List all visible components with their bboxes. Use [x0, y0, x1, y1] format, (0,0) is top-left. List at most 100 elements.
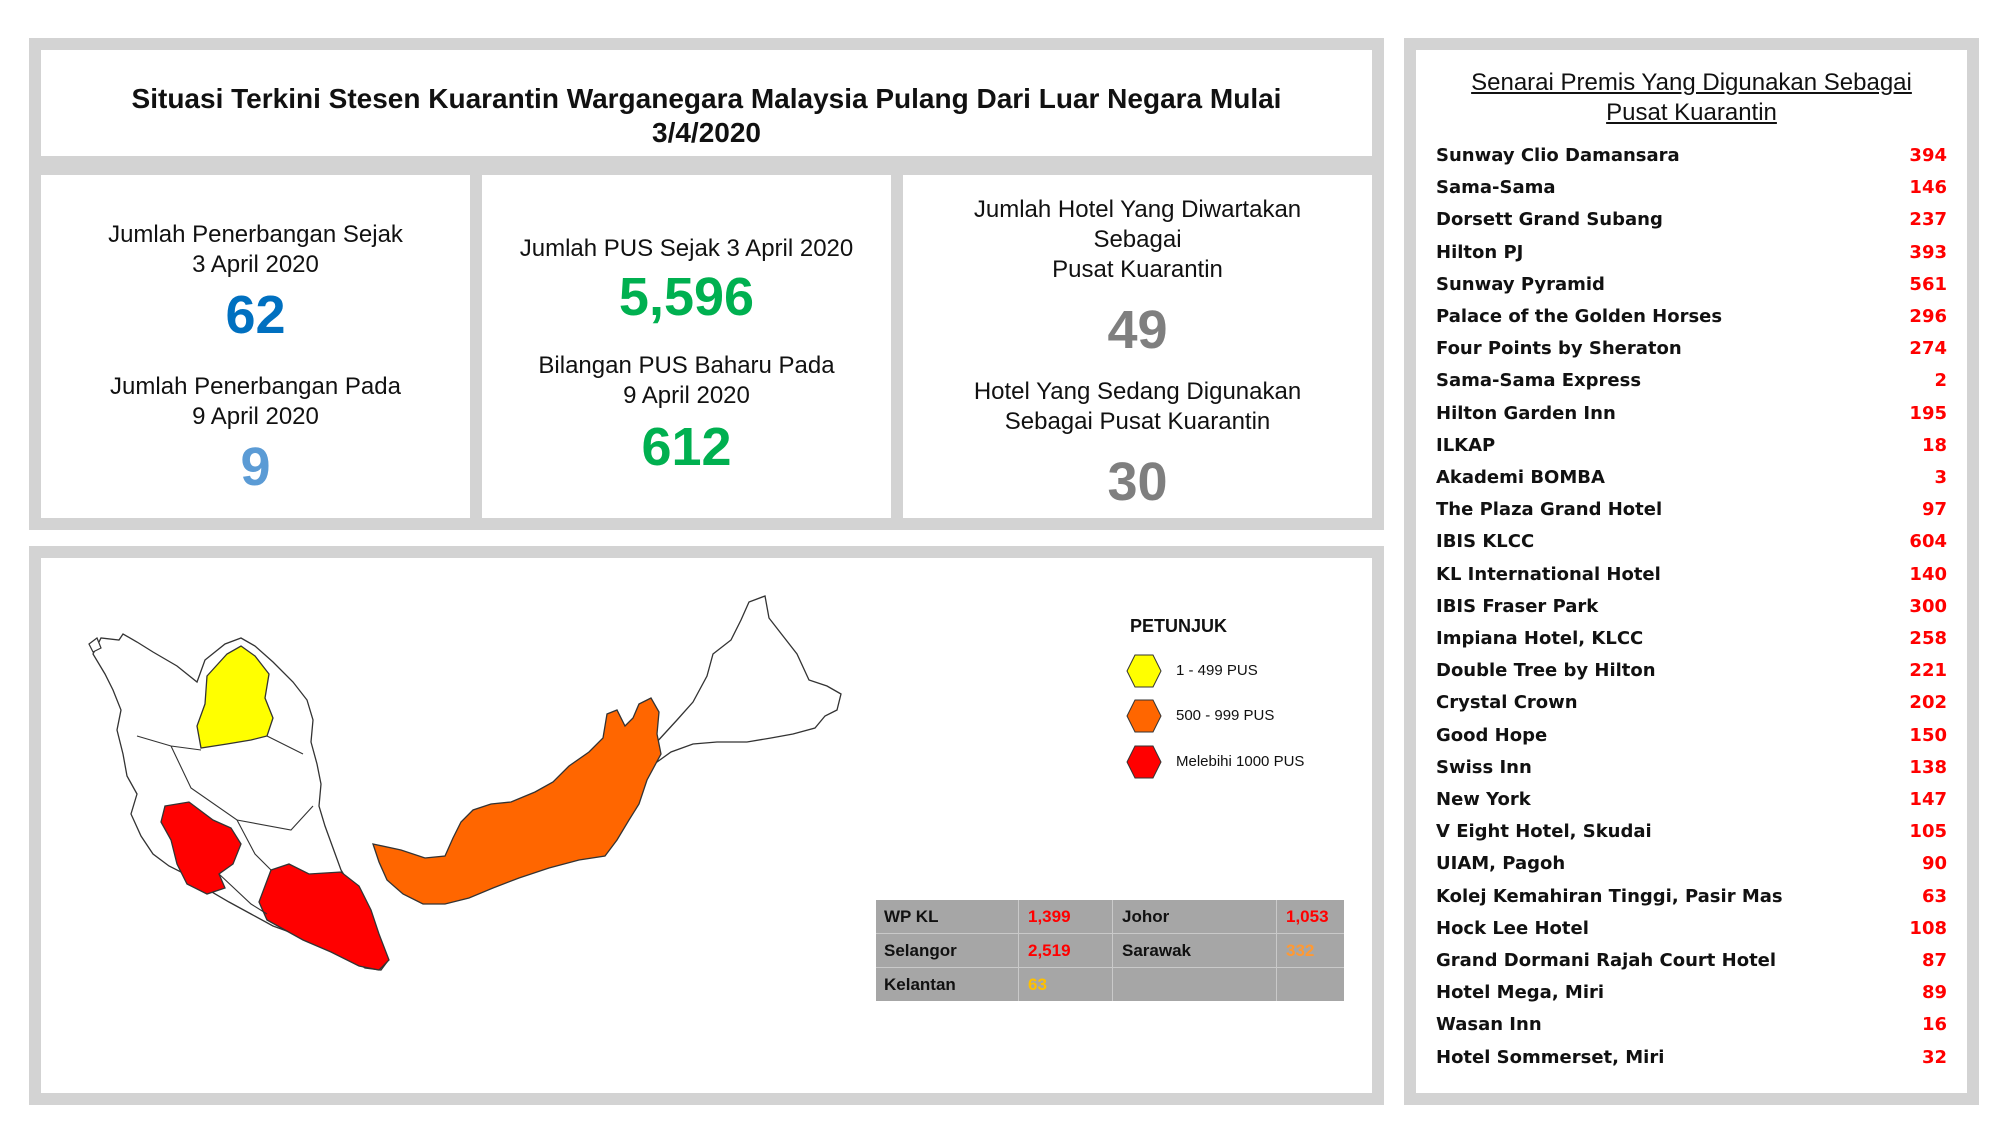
new-pus-label-line1: Bilangan PUS Baharu Pada	[538, 352, 835, 379]
johor-region	[258, 863, 390, 971]
daily-flights-value: 9	[240, 437, 271, 497]
list-item: IBIS Fraser Park 300	[1436, 596, 1947, 628]
premises-list-panel: Senarai Premis Yang Digunakan Sebagai Pu…	[1404, 38, 1979, 1105]
table-state-wpkl: WP KL	[884, 907, 939, 926]
premise-name: Impiana Hotel, KLCC	[1436, 628, 1644, 649]
premise-name: IBIS Fraser Park	[1436, 595, 1599, 617]
gazetted-hotels-label: Jumlah Hotel Yang Diwartakan Sebagai Pus…	[903, 195, 1372, 285]
premise-name: Swiss Inn	[1436, 756, 1532, 778]
list-item: Impiana Hotel, KLCC 258	[1436, 628, 1947, 660]
premise-name: Hotel Mega, Miri	[1436, 982, 1605, 1004]
table-state-selangor: Selangor	[884, 941, 957, 960]
table-state-sarawak: Sarawak	[1122, 941, 1191, 960]
premise-count: 237	[1909, 209, 1947, 231]
premise-name: Sama-Sama Express	[1436, 370, 1642, 392]
premise-count: 195	[1909, 402, 1947, 424]
list-item: Wasan Inn 16	[1436, 1014, 1947, 1046]
premise-name: Sama-Sama	[1436, 177, 1556, 199]
premise-count: 296	[1909, 306, 1947, 327]
premises-list-title-line1: Senarai Premis Yang Digunakan Sebagai	[1471, 69, 1912, 96]
total-flights-label-line2: 3 April 2020	[192, 251, 319, 278]
total-flights-value: 62	[225, 285, 286, 345]
list-item: UIAM, Pagoh 90	[1436, 853, 1947, 885]
langkawi-island	[88, 637, 102, 653]
table-state-johor: Johor	[1122, 907, 1170, 926]
list-item: New York 147	[1436, 789, 1947, 821]
total-pus-label: Jumlah PUS Sejak 3 April 2020	[519, 235, 854, 262]
premise-count: 87	[1921, 950, 1947, 971]
list-item: Hock Lee Hotel 108	[1436, 918, 1947, 950]
list-item: Four Points by Sheraton 274	[1436, 338, 1947, 370]
kelantan-region	[196, 645, 274, 749]
premise-name: IBIS KLCC	[1436, 531, 1535, 553]
selangor-region	[160, 801, 242, 895]
premise-name: Hock Lee Hotel	[1436, 917, 1589, 939]
table-value-kelantan: 63	[1028, 975, 1047, 994]
premises-list-title-line2: Pusat Kuarantin	[1606, 99, 1777, 126]
premise-name: Four Points by Sheraton	[1436, 338, 1682, 360]
list-item: The Plaza Grand Hotel 97	[1436, 499, 1947, 531]
list-item: Swiss Inn 138	[1436, 757, 1947, 789]
table-divider	[1018, 900, 1019, 1001]
premise-name: Kolej Kemahiran Tinggi, Pasir Mas	[1436, 885, 1783, 907]
state-borders	[136, 735, 314, 915]
premise-count: 221	[1909, 660, 1947, 682]
state-count-table: WP KL 1,399 Johor 1,053 Selangor 2,519 S…	[876, 900, 1344, 1001]
hotels-panel: Jumlah Hotel Yang Diwartakan Sebagai Pus…	[891, 163, 1384, 530]
list-item: Akademi BOMBA 3	[1436, 467, 1947, 499]
list-item: Hotel Sommerset, Miri 32	[1436, 1047, 1947, 1079]
list-item: IBIS KLCC 604	[1436, 531, 1947, 563]
pus-panel: Jumlah PUS Sejak 3 April 2020 5,596 Bila…	[470, 163, 903, 530]
gazetted-hotels-label-line1: Jumlah Hotel Yang Diwartakan	[973, 196, 1302, 223]
table-divider	[876, 967, 1344, 968]
premise-count: 105	[1909, 821, 1947, 843]
table-value-wpkl: 1,399	[1028, 907, 1071, 926]
premise-count: 393	[1909, 241, 1947, 263]
list-item: Hotel Mega, Miri 89	[1436, 982, 1947, 1014]
premise-count: 89	[1921, 982, 1947, 1004]
list-item: Crystal Crown 202	[1436, 692, 1947, 724]
active-hotels-label-line1: Hotel Yang Sedang Digunakan	[973, 378, 1302, 405]
active-hotels-value: 30	[1107, 452, 1168, 512]
premise-name: Grand Dormani Rajah Court Hotel	[1436, 950, 1777, 971]
list-item: Palace of the Golden Horses 296	[1436, 306, 1947, 338]
premise-name: ILKAP	[1436, 434, 1496, 456]
premise-count: 90	[1921, 853, 1947, 875]
page-title: Situasi Terkini Stesen Kuarantin Wargane…	[41, 82, 1372, 150]
malaysia-map	[88, 595, 842, 971]
daily-flights-label-line2: 9 April 2020	[192, 403, 319, 430]
premise-name: Hotel Sommerset, Miri	[1436, 1046, 1665, 1068]
premise-count: 300	[1909, 595, 1947, 617]
premise-name: Hilton PJ	[1436, 241, 1524, 263]
legend-item-mid-label: 500 - 999 PUS	[1176, 707, 1275, 724]
total-flights-label-line1: Jumlah Penerbangan Sejak	[108, 221, 403, 248]
list-item: Good Hope 150	[1436, 725, 1947, 757]
list-item: Dorsett Grand Subang 237	[1436, 209, 1947, 241]
premise-name: Sunway Clio Damansara	[1436, 145, 1680, 166]
flights-panel: Jumlah Penerbangan Sejak 3 April 2020 62…	[29, 163, 482, 530]
premise-count: 18	[1921, 434, 1947, 456]
new-pus-label: Bilangan PUS Baharu Pada 9 April 2020	[482, 351, 891, 411]
list-item: Hilton Garden Inn 195	[1436, 403, 1947, 435]
list-item: Double Tree by Hilton 221	[1436, 660, 1947, 692]
table-value-johor: 1,053	[1286, 907, 1329, 926]
list-item: Sama-Sama Express 2	[1436, 370, 1947, 402]
premise-count: 274	[1909, 338, 1947, 360]
active-hotels-label: Hotel Yang Sedang Digunakan Sebagai Pusa…	[903, 377, 1372, 437]
premise-name: UIAM, Pagoh	[1436, 853, 1566, 875]
list-item: Sunway Clio Damansara 394	[1436, 145, 1947, 177]
page-title-line1: Situasi Terkini Stesen Kuarantin Wargane…	[131, 83, 1282, 114]
gazetted-hotels-label-line2: Sebagai	[1093, 226, 1182, 253]
premise-count: 16	[1921, 1014, 1947, 1036]
list-item: ILKAP 18	[1436, 435, 1947, 467]
sarawak-region	[372, 697, 662, 905]
premise-count: 147	[1909, 789, 1947, 810]
premise-count: 3	[1934, 467, 1947, 488]
premise-name: The Plaza Grand Hotel	[1436, 499, 1663, 521]
premise-count: 97	[1921, 499, 1947, 521]
premise-name: KL International Hotel	[1436, 563, 1661, 585]
legend-item-high-label: Melebihi 1000 PUS	[1176, 753, 1305, 770]
legend-item-low-label: 1 - 499 PUS	[1176, 662, 1258, 679]
sabah-region	[654, 595, 842, 764]
list-item: Sama-Sama 146	[1436, 177, 1947, 209]
